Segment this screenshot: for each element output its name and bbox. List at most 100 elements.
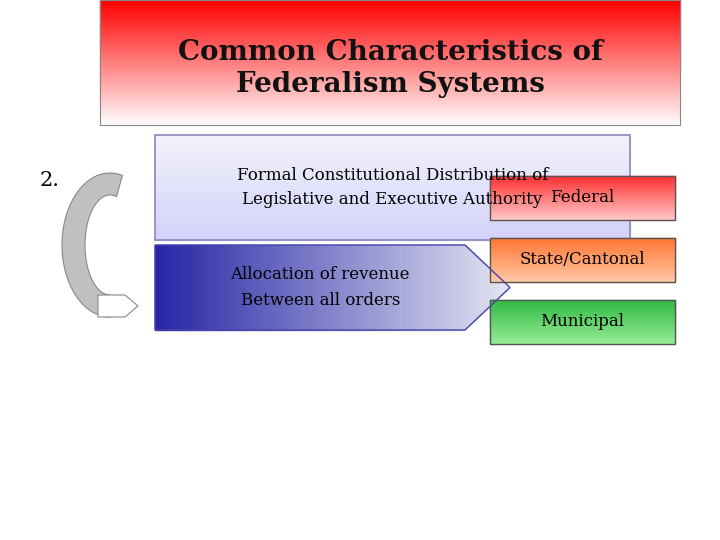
- Bar: [490, 189, 675, 190]
- Bar: [490, 196, 675, 197]
- Polygon shape: [230, 245, 233, 330]
- Bar: [490, 188, 675, 189]
- Bar: [155, 185, 630, 186]
- Bar: [490, 313, 675, 314]
- Bar: [490, 209, 675, 210]
- Bar: [490, 200, 675, 201]
- Bar: [490, 211, 675, 212]
- Bar: [490, 266, 675, 267]
- Bar: [490, 215, 675, 217]
- Bar: [490, 307, 675, 308]
- Bar: [490, 333, 675, 334]
- Bar: [100, 84, 680, 85]
- Bar: [100, 101, 680, 102]
- Bar: [100, 19, 680, 20]
- Polygon shape: [204, 245, 208, 330]
- Bar: [155, 141, 630, 143]
- Bar: [490, 254, 675, 255]
- Bar: [155, 172, 630, 173]
- Bar: [100, 66, 680, 68]
- Bar: [155, 197, 630, 198]
- Bar: [490, 328, 675, 329]
- Bar: [100, 27, 680, 28]
- Bar: [490, 218, 675, 219]
- Bar: [155, 143, 630, 144]
- Bar: [100, 6, 680, 8]
- Polygon shape: [428, 245, 432, 330]
- Text: Federal: Federal: [550, 190, 615, 206]
- Bar: [490, 311, 675, 312]
- Text: Allocation of revenue: Allocation of revenue: [230, 266, 410, 283]
- Bar: [490, 192, 675, 193]
- Polygon shape: [276, 245, 279, 330]
- Bar: [490, 273, 675, 274]
- Polygon shape: [307, 245, 311, 330]
- Polygon shape: [464, 245, 467, 330]
- Bar: [490, 203, 675, 204]
- Bar: [100, 124, 680, 125]
- Bar: [155, 145, 630, 147]
- Bar: [100, 46, 680, 47]
- Polygon shape: [287, 245, 290, 330]
- Bar: [490, 195, 675, 196]
- Bar: [490, 258, 675, 259]
- Bar: [490, 324, 675, 325]
- Bar: [100, 59, 680, 60]
- Bar: [490, 205, 675, 206]
- Bar: [490, 201, 675, 202]
- Bar: [490, 281, 675, 282]
- Polygon shape: [460, 245, 464, 330]
- Bar: [490, 279, 675, 280]
- Bar: [100, 86, 680, 87]
- Bar: [490, 238, 675, 282]
- Polygon shape: [390, 245, 393, 330]
- Bar: [490, 278, 675, 279]
- Bar: [100, 33, 680, 35]
- Bar: [100, 109, 680, 110]
- Bar: [100, 18, 680, 19]
- Bar: [155, 214, 630, 215]
- Polygon shape: [400, 245, 403, 330]
- Bar: [100, 89, 680, 90]
- Bar: [100, 78, 680, 79]
- Bar: [155, 201, 630, 202]
- Bar: [155, 219, 630, 220]
- Polygon shape: [506, 284, 510, 291]
- Bar: [155, 138, 630, 139]
- Bar: [490, 194, 675, 195]
- Polygon shape: [269, 245, 272, 330]
- Bar: [490, 199, 675, 200]
- Bar: [100, 0, 680, 125]
- Bar: [100, 118, 680, 119]
- Bar: [490, 190, 675, 191]
- Bar: [490, 342, 675, 343]
- Bar: [155, 228, 630, 230]
- Polygon shape: [158, 245, 162, 330]
- Bar: [490, 239, 675, 240]
- Bar: [490, 204, 675, 205]
- Bar: [100, 117, 680, 118]
- Polygon shape: [453, 245, 456, 330]
- Bar: [155, 152, 630, 153]
- Bar: [155, 231, 630, 232]
- Bar: [100, 2, 680, 3]
- Polygon shape: [364, 245, 368, 330]
- Bar: [100, 91, 680, 92]
- Bar: [490, 184, 675, 185]
- Bar: [155, 136, 630, 138]
- Bar: [490, 314, 675, 315]
- Bar: [490, 309, 675, 310]
- Polygon shape: [418, 245, 421, 330]
- Bar: [155, 202, 630, 203]
- Bar: [490, 262, 675, 263]
- Polygon shape: [315, 245, 318, 330]
- Bar: [100, 0, 680, 1]
- Bar: [490, 245, 675, 246]
- Bar: [490, 255, 675, 256]
- Text: 2.: 2.: [40, 171, 60, 190]
- Bar: [490, 212, 675, 213]
- Bar: [155, 218, 630, 219]
- Bar: [155, 194, 630, 195]
- Bar: [100, 60, 680, 62]
- Polygon shape: [372, 245, 375, 330]
